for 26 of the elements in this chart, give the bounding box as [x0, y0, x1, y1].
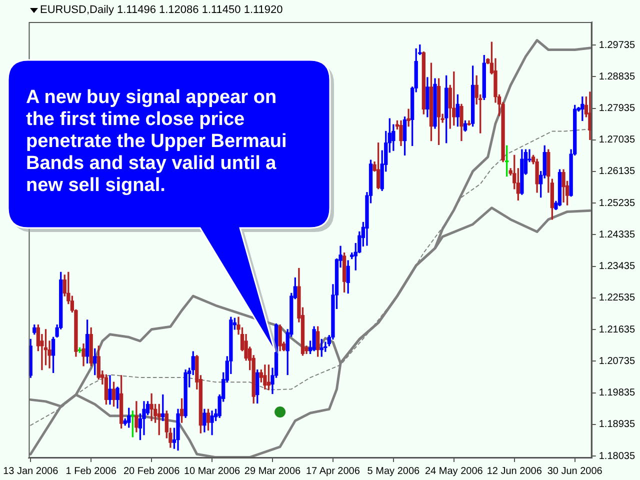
- x-tick-label: 1 Feb 2006: [66, 466, 117, 477]
- x-tick-label: 24 May 2006: [424, 466, 484, 477]
- y-tick-label: 1.21635: [598, 324, 636, 336]
- y-tick-label: 1.27035: [598, 134, 636, 146]
- x-tick-label: 10 Mar 2006: [184, 466, 241, 477]
- x-tick-label: 20 Feb 2006: [123, 466, 180, 477]
- annotation: A new buy signal appear on the first time close price penetrate the Upper Bermaui Bands and stay valid until a new sell signal.: [26, 87, 288, 197]
- x-tick-label: 13 Jan 2006: [3, 466, 59, 477]
- y-tick-label: 1.23435: [598, 261, 636, 272]
- y-tick-label: 1.24335: [598, 229, 636, 240]
- y-tick-label: 1.19835: [598, 388, 636, 399]
- x-tick-label: 5 May 2006: [367, 466, 420, 477]
- y-tick-label: 1.27935: [598, 103, 636, 114]
- y-tick-label: 1.22535: [598, 292, 636, 304]
- x-tick-label: 17 Apr 2006: [306, 466, 360, 477]
- y-tick-label: 1.18035: [598, 450, 636, 462]
- x-tick-label: 12 Jun 2006: [486, 466, 542, 477]
- y-tick-label: 1.18935: [598, 419, 636, 430]
- chart-title: EURUSD,Daily 1.11496 1.12086 1.11450 1.11920: [40, 4, 283, 16]
- y-tick-label: 1.25235: [598, 198, 636, 209]
- y-tick-label: 1.28835: [598, 71, 636, 82]
- x-tick-label: 29 Mar 2006: [244, 466, 301, 477]
- y-tick-label: 1.29735: [598, 40, 636, 51]
- x-tick-label: 30 Jun 2006: [547, 466, 603, 477]
- y-tick-label: 1.20735: [598, 356, 636, 367]
- y-tick-label: 1.26135: [598, 166, 636, 178]
